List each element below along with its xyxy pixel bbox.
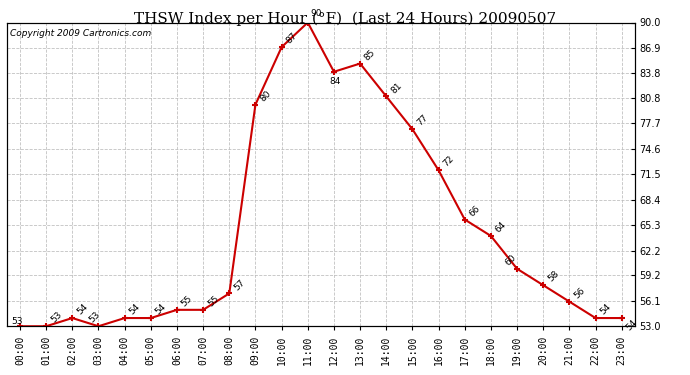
Text: 64: 64 <box>493 220 508 234</box>
Text: 54: 54 <box>128 302 142 316</box>
Text: 54: 54 <box>598 302 613 316</box>
Text: 56: 56 <box>572 286 586 300</box>
Text: 90: 90 <box>310 9 322 18</box>
Text: 53: 53 <box>49 310 63 325</box>
Text: 55: 55 <box>179 294 194 309</box>
Text: 53: 53 <box>88 310 102 325</box>
Text: 87: 87 <box>284 31 299 46</box>
Text: 58: 58 <box>546 269 560 284</box>
Text: 84: 84 <box>330 76 341 86</box>
Text: 57: 57 <box>232 278 246 292</box>
Text: 54: 54 <box>624 318 639 332</box>
Text: 85: 85 <box>363 48 377 62</box>
Text: 80: 80 <box>258 89 273 103</box>
Text: 54: 54 <box>154 302 168 316</box>
Text: 60: 60 <box>503 253 518 267</box>
Text: THSW Index per Hour (°F)  (Last 24 Hours) 20090507: THSW Index per Hour (°F) (Last 24 Hours)… <box>134 11 556 26</box>
Text: 72: 72 <box>442 154 456 169</box>
Text: 77: 77 <box>415 113 430 128</box>
Text: 55: 55 <box>206 294 220 309</box>
Text: 53: 53 <box>12 317 23 326</box>
Text: 54: 54 <box>75 302 90 316</box>
Text: 81: 81 <box>389 81 404 95</box>
Text: Copyright 2009 Cartronics.com: Copyright 2009 Cartronics.com <box>10 28 151 38</box>
Text: 66: 66 <box>468 204 482 218</box>
